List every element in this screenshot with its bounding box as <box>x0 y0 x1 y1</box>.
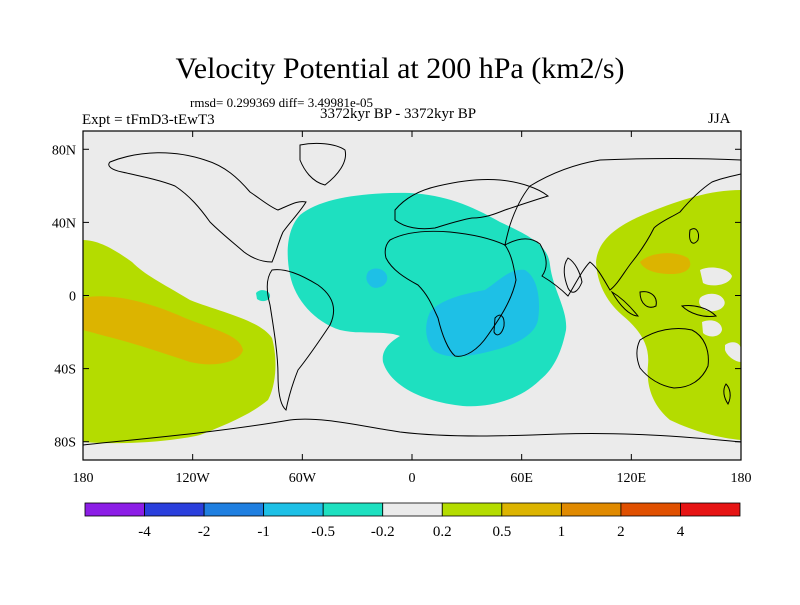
colorbar-swatch <box>501 502 562 517</box>
contour-positive-strong-west <box>640 253 691 274</box>
contour-negative-weak <box>287 192 567 407</box>
colorbar-swatch <box>322 502 384 517</box>
x-tick-label: 180 <box>73 471 94 486</box>
period-label: 3372kyr BP - 3372kyr BP <box>320 106 477 122</box>
x-tick-label: 0 <box>409 471 416 486</box>
contour-fill-layer <box>83 190 741 444</box>
colorbar-label: 4 <box>677 524 685 540</box>
coast-australia <box>636 327 709 389</box>
y-tick-label: 40S <box>54 363 76 378</box>
coast-africa <box>384 230 517 357</box>
colorbar-label: -4 <box>138 524 151 540</box>
y-axis: 80N 40N 0 40S 80S <box>52 143 741 451</box>
colorbar-label: 1 <box>558 524 566 540</box>
coast-north-america <box>108 152 307 263</box>
coast-south-america <box>266 269 334 411</box>
colorbar-swatch <box>680 502 741 517</box>
coastlines <box>83 142 741 446</box>
colorbar-swatch <box>560 502 622 517</box>
coast-japan <box>689 228 699 244</box>
colorbar-label: 2 <box>617 524 625 540</box>
contour-positive-strong-east <box>83 296 243 365</box>
coast-greenland <box>299 142 347 186</box>
colorbar-label: -0.5 <box>311 524 335 540</box>
coast-new-zealand <box>723 383 731 405</box>
colorbar: -4 -2 -1 -0.5 -0.2 0.2 0.5 1 2 4 <box>84 502 741 540</box>
y-tick-label: 40N <box>52 216 76 231</box>
colorbar-swatch <box>84 502 145 517</box>
contour-gap-2 <box>702 320 722 337</box>
colorbar-label: 0.2 <box>433 524 452 540</box>
stats-line: rmsd= 0.299369 diff= 3.49981e-05 <box>190 95 374 110</box>
contour-gap-1 <box>699 293 725 312</box>
contour-gap-3 <box>700 267 732 286</box>
season-label: JJA <box>708 111 731 127</box>
x-tick-label: 60E <box>510 471 533 486</box>
coast-borneo <box>639 291 657 308</box>
colorbar-label: -1 <box>257 524 270 540</box>
coast-sumatra <box>610 290 640 317</box>
colorbar-swatch <box>441 502 503 517</box>
contour-negative-strong-small <box>366 268 388 288</box>
colorbar-swatch <box>144 502 205 517</box>
coast-india <box>563 257 583 293</box>
experiment-label: Expt = tFmD3-tEwT3 <box>82 112 215 128</box>
colorbar-label: -2 <box>198 524 211 540</box>
x-tick-label: 120W <box>176 471 211 486</box>
contour-negative-patch-pacific <box>256 290 271 302</box>
x-tick-label: 60W <box>289 471 317 486</box>
colorbar-label: 0.5 <box>492 524 511 540</box>
x-tick-label: 120E <box>617 471 647 486</box>
coast-madagascar <box>493 314 505 336</box>
coast-europe <box>394 179 550 230</box>
colorbar-swatch <box>203 502 265 517</box>
y-tick-label: 80N <box>52 143 76 158</box>
chart-title: Velocity Potential at 200 hPa (km2/s) <box>175 52 625 85</box>
y-tick-label: 0 <box>69 290 76 305</box>
contour-positive-west-pacific <box>596 190 741 440</box>
y-tick-label: 80S <box>54 436 76 451</box>
coast-new-guinea <box>680 305 718 317</box>
x-tick-label: 180 <box>731 471 752 486</box>
coast-asia <box>504 158 741 297</box>
contour-negative-strong <box>426 269 540 357</box>
colorbar-swatch <box>620 502 681 517</box>
x-axis: 180 120W 60W 0 60E 120E 180 <box>73 131 752 486</box>
contour-gap-4 <box>725 342 741 362</box>
coast-antarctica <box>83 418 741 446</box>
colorbar-swatch <box>263 502 324 517</box>
colorbar-swatch <box>382 502 443 517</box>
colorbar-label: -0.2 <box>371 524 395 540</box>
